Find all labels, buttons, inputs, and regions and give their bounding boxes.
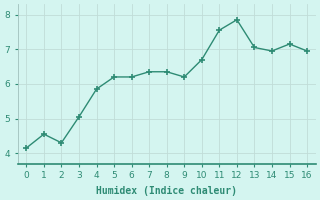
X-axis label: Humidex (Indice chaleur): Humidex (Indice chaleur) (96, 186, 237, 196)
